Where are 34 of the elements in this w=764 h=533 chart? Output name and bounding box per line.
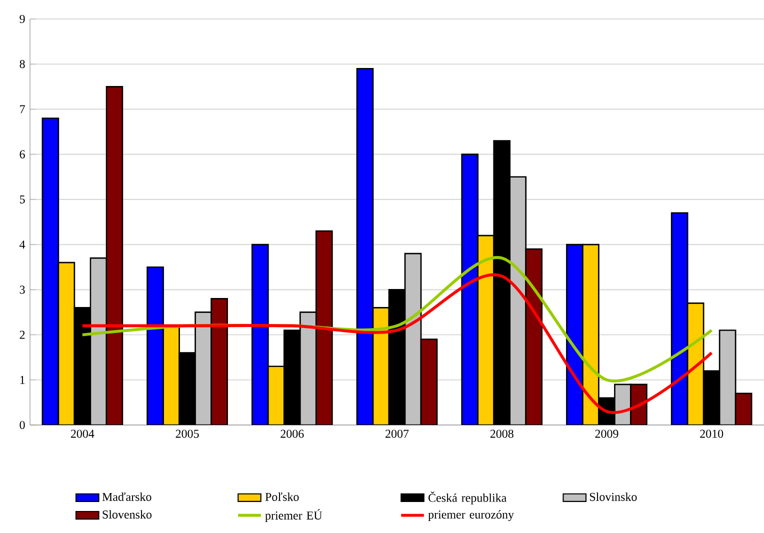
- legend-label: priemer eurozóny: [428, 510, 514, 522]
- y-tick-label: 7: [20, 105, 25, 114]
- legend-label: Poľsko: [265, 492, 299, 501]
- bar: [734, 392, 752, 425]
- legend-label: Slovensko: [102, 510, 152, 519]
- x-tick-label: 2006: [280, 430, 304, 438]
- y-tick-label: 3: [20, 286, 25, 294]
- bar: [718, 330, 736, 425]
- legend-label: priemer EÚ: [265, 509, 322, 522]
- y-tick-label: 4: [20, 240, 26, 249]
- bar: [106, 86, 124, 425]
- legend-label: Slovinsko: [590, 492, 637, 501]
- y-tick-label: 1: [20, 376, 25, 384]
- line-series: [80, 274, 714, 414]
- bar: [58, 262, 76, 425]
- y-tick-label: 9: [20, 14, 25, 24]
- y-tick-label: 8: [20, 60, 25, 68]
- y-tick-label: 6: [20, 150, 25, 158]
- bar: [420, 338, 438, 425]
- x-tick-label: 2009: [595, 430, 618, 438]
- y-tick-label: 5: [20, 195, 25, 204]
- legend-label: Maďarsko: [102, 492, 152, 501]
- y-tick-label: 0: [20, 420, 25, 430]
- x-tick-label: 2010: [700, 430, 724, 438]
- legend-label: Česká republika: [428, 491, 507, 504]
- bar: [90, 257, 108, 425]
- bar: [670, 212, 688, 425]
- bar: [42, 118, 60, 425]
- x-tick-label: 2005: [176, 430, 199, 438]
- x-tick-label: 2007: [386, 430, 409, 438]
- y-tick-label: 2: [20, 330, 25, 339]
- x-tick-label: 2008: [490, 430, 514, 438]
- x-tick-label: 2004: [70, 430, 94, 438]
- bar: [356, 68, 374, 425]
